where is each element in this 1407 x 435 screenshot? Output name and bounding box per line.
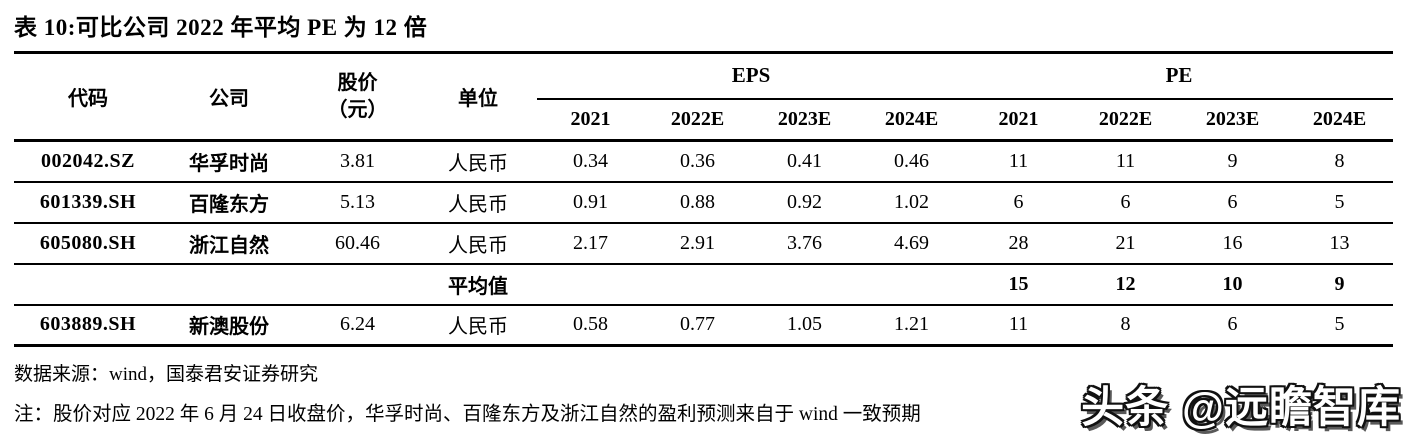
cell-pe-2024e: 13	[1286, 222, 1394, 265]
cell-pe-2021: 11	[965, 140, 1073, 183]
cell-eps-2022e: 0.77	[644, 304, 751, 347]
table-row: 002042.SZ 华孚时尚 3.81 人民币 0.34 0.36 0.41 0…	[14, 140, 1394, 183]
cell-eps-2021: 0.34	[537, 140, 644, 183]
cell-pe-2024e: 5	[1286, 304, 1394, 347]
header-group-eps: EPS	[537, 52, 966, 100]
cell-price: 60.46	[296, 222, 419, 265]
cell-unit: 人民币	[419, 304, 537, 347]
cell-unit: 人民币	[419, 222, 537, 265]
cell-price: 3.81	[296, 140, 419, 183]
price-basis-note: 注：股价对应 2022 年 6 月 24 日收盘价，华孚时尚、百隆东方及浙江自然…	[14, 404, 921, 425]
watermark-toutiao-yuanzhan: 头条 @远瞻智库	[1081, 384, 1401, 432]
table-row: 603889.SH 新澳股份 6.24 人民币 0.58 0.77 1.05 1…	[14, 304, 1394, 347]
header-pe-2021: 2021	[965, 98, 1073, 142]
average-row: 平均值 15 12 10 9	[14, 263, 1394, 306]
cell-price	[296, 263, 419, 306]
cell-eps-2024e	[858, 263, 966, 306]
header-unit: 单位	[419, 52, 537, 142]
cell-price: 6.24	[296, 304, 419, 347]
table-title: 表 10:可比公司 2022 年平均 PE 为 12 倍	[14, 15, 428, 40]
cell-pe-2022e: 6	[1072, 181, 1180, 224]
cell-code: 601339.SH	[14, 181, 162, 224]
cell-eps-2024e: 4.69	[858, 222, 966, 265]
cell-pe-2023e: 16	[1179, 222, 1287, 265]
cell-eps-2021: 0.58	[537, 304, 644, 347]
cell-pe-2021: 28	[965, 222, 1073, 265]
header-price: 股价 （元）	[296, 52, 419, 142]
cell-unit: 人民币	[419, 181, 537, 224]
cell-pe-2021: 15	[965, 263, 1073, 306]
header-pe-2023e: 2023E	[1179, 98, 1287, 142]
cell-pe-2023e: 10	[1179, 263, 1287, 306]
cell-pe-2022e: 11	[1072, 140, 1180, 183]
header-group-pe: PE	[965, 52, 1394, 100]
cell-pe-2023e: 9	[1179, 140, 1287, 183]
cell-eps-2023e: 0.41	[751, 140, 858, 183]
cell-eps-2021: 0.91	[537, 181, 644, 224]
cell-eps-2021	[537, 263, 644, 306]
header-eps-2024e: 2024E	[858, 98, 966, 142]
report-table-page: 表 10:可比公司 2022 年平均 PE 为 12 倍 代码 公司 股价 （元…	[0, 8, 1407, 435]
cell-eps-2023e: 0.92	[751, 181, 858, 224]
cell-pe-2024e: 8	[1286, 140, 1394, 183]
cell-eps-2024e: 1.02	[858, 181, 966, 224]
header-price-line1: 股价	[337, 71, 378, 94]
data-source-note: 数据来源：wind，国泰君安证券研究	[14, 364, 319, 385]
cell-company: 新澳股份	[162, 304, 296, 347]
cell-company: 百隆东方	[162, 181, 296, 224]
cell-code: 002042.SZ	[14, 140, 162, 183]
cell-company: 浙江自然	[162, 222, 296, 265]
header-pe-2024e: 2024E	[1286, 98, 1394, 142]
cell-code	[14, 263, 162, 306]
cell-pe-2021: 11	[965, 304, 1073, 347]
cell-eps-2021: 2.17	[537, 222, 644, 265]
table-row: 601339.SH 百隆东方 5.13 人民币 0.91 0.88 0.92 1…	[14, 181, 1394, 224]
cell-code: 605080.SH	[14, 222, 162, 265]
header-price-line2: （元）	[327, 98, 388, 121]
header-eps-2023e: 2023E	[751, 98, 858, 142]
cell-eps-2024e: 1.21	[858, 304, 966, 347]
cell-eps-2022e: 0.36	[644, 140, 751, 183]
cell-company	[162, 263, 296, 306]
cell-pe-2021: 6	[965, 181, 1073, 224]
cell-price: 5.13	[296, 181, 419, 224]
cell-pe-2022e: 8	[1072, 304, 1180, 347]
cell-pe-2024e: 5	[1286, 181, 1394, 224]
cell-unit: 人民币	[419, 140, 537, 183]
cell-company: 华孚时尚	[162, 140, 296, 183]
cell-pe-2024e: 9	[1286, 263, 1394, 306]
cell-pe-2023e: 6	[1179, 304, 1287, 347]
cell-average-label: 平均值	[419, 263, 537, 306]
cell-eps-2022e: 2.91	[644, 222, 751, 265]
cell-eps-2023e: 1.05	[751, 304, 858, 347]
header-eps-2021: 2021	[537, 98, 644, 142]
cell-pe-2022e: 21	[1072, 222, 1180, 265]
comparable-companies-table: 代码 公司 股价 （元） 单位 EPS PE 2021 2022E 2023E …	[14, 51, 1394, 347]
cell-code: 603889.SH	[14, 304, 162, 347]
cell-eps-2022e: 0.88	[644, 181, 751, 224]
table-row: 605080.SH 浙江自然 60.46 人民币 2.17 2.91 3.76 …	[14, 222, 1394, 265]
header-pe-2022e: 2022E	[1072, 98, 1180, 142]
cell-eps-2024e: 0.46	[858, 140, 966, 183]
cell-pe-2022e: 12	[1072, 263, 1180, 306]
cell-eps-2023e	[751, 263, 858, 306]
header-eps-2022e: 2022E	[644, 98, 751, 142]
cell-eps-2023e: 3.76	[751, 222, 858, 265]
header-code: 代码	[14, 52, 162, 142]
header-company: 公司	[162, 52, 296, 142]
cell-eps-2022e	[644, 263, 751, 306]
cell-pe-2023e: 6	[1179, 181, 1287, 224]
